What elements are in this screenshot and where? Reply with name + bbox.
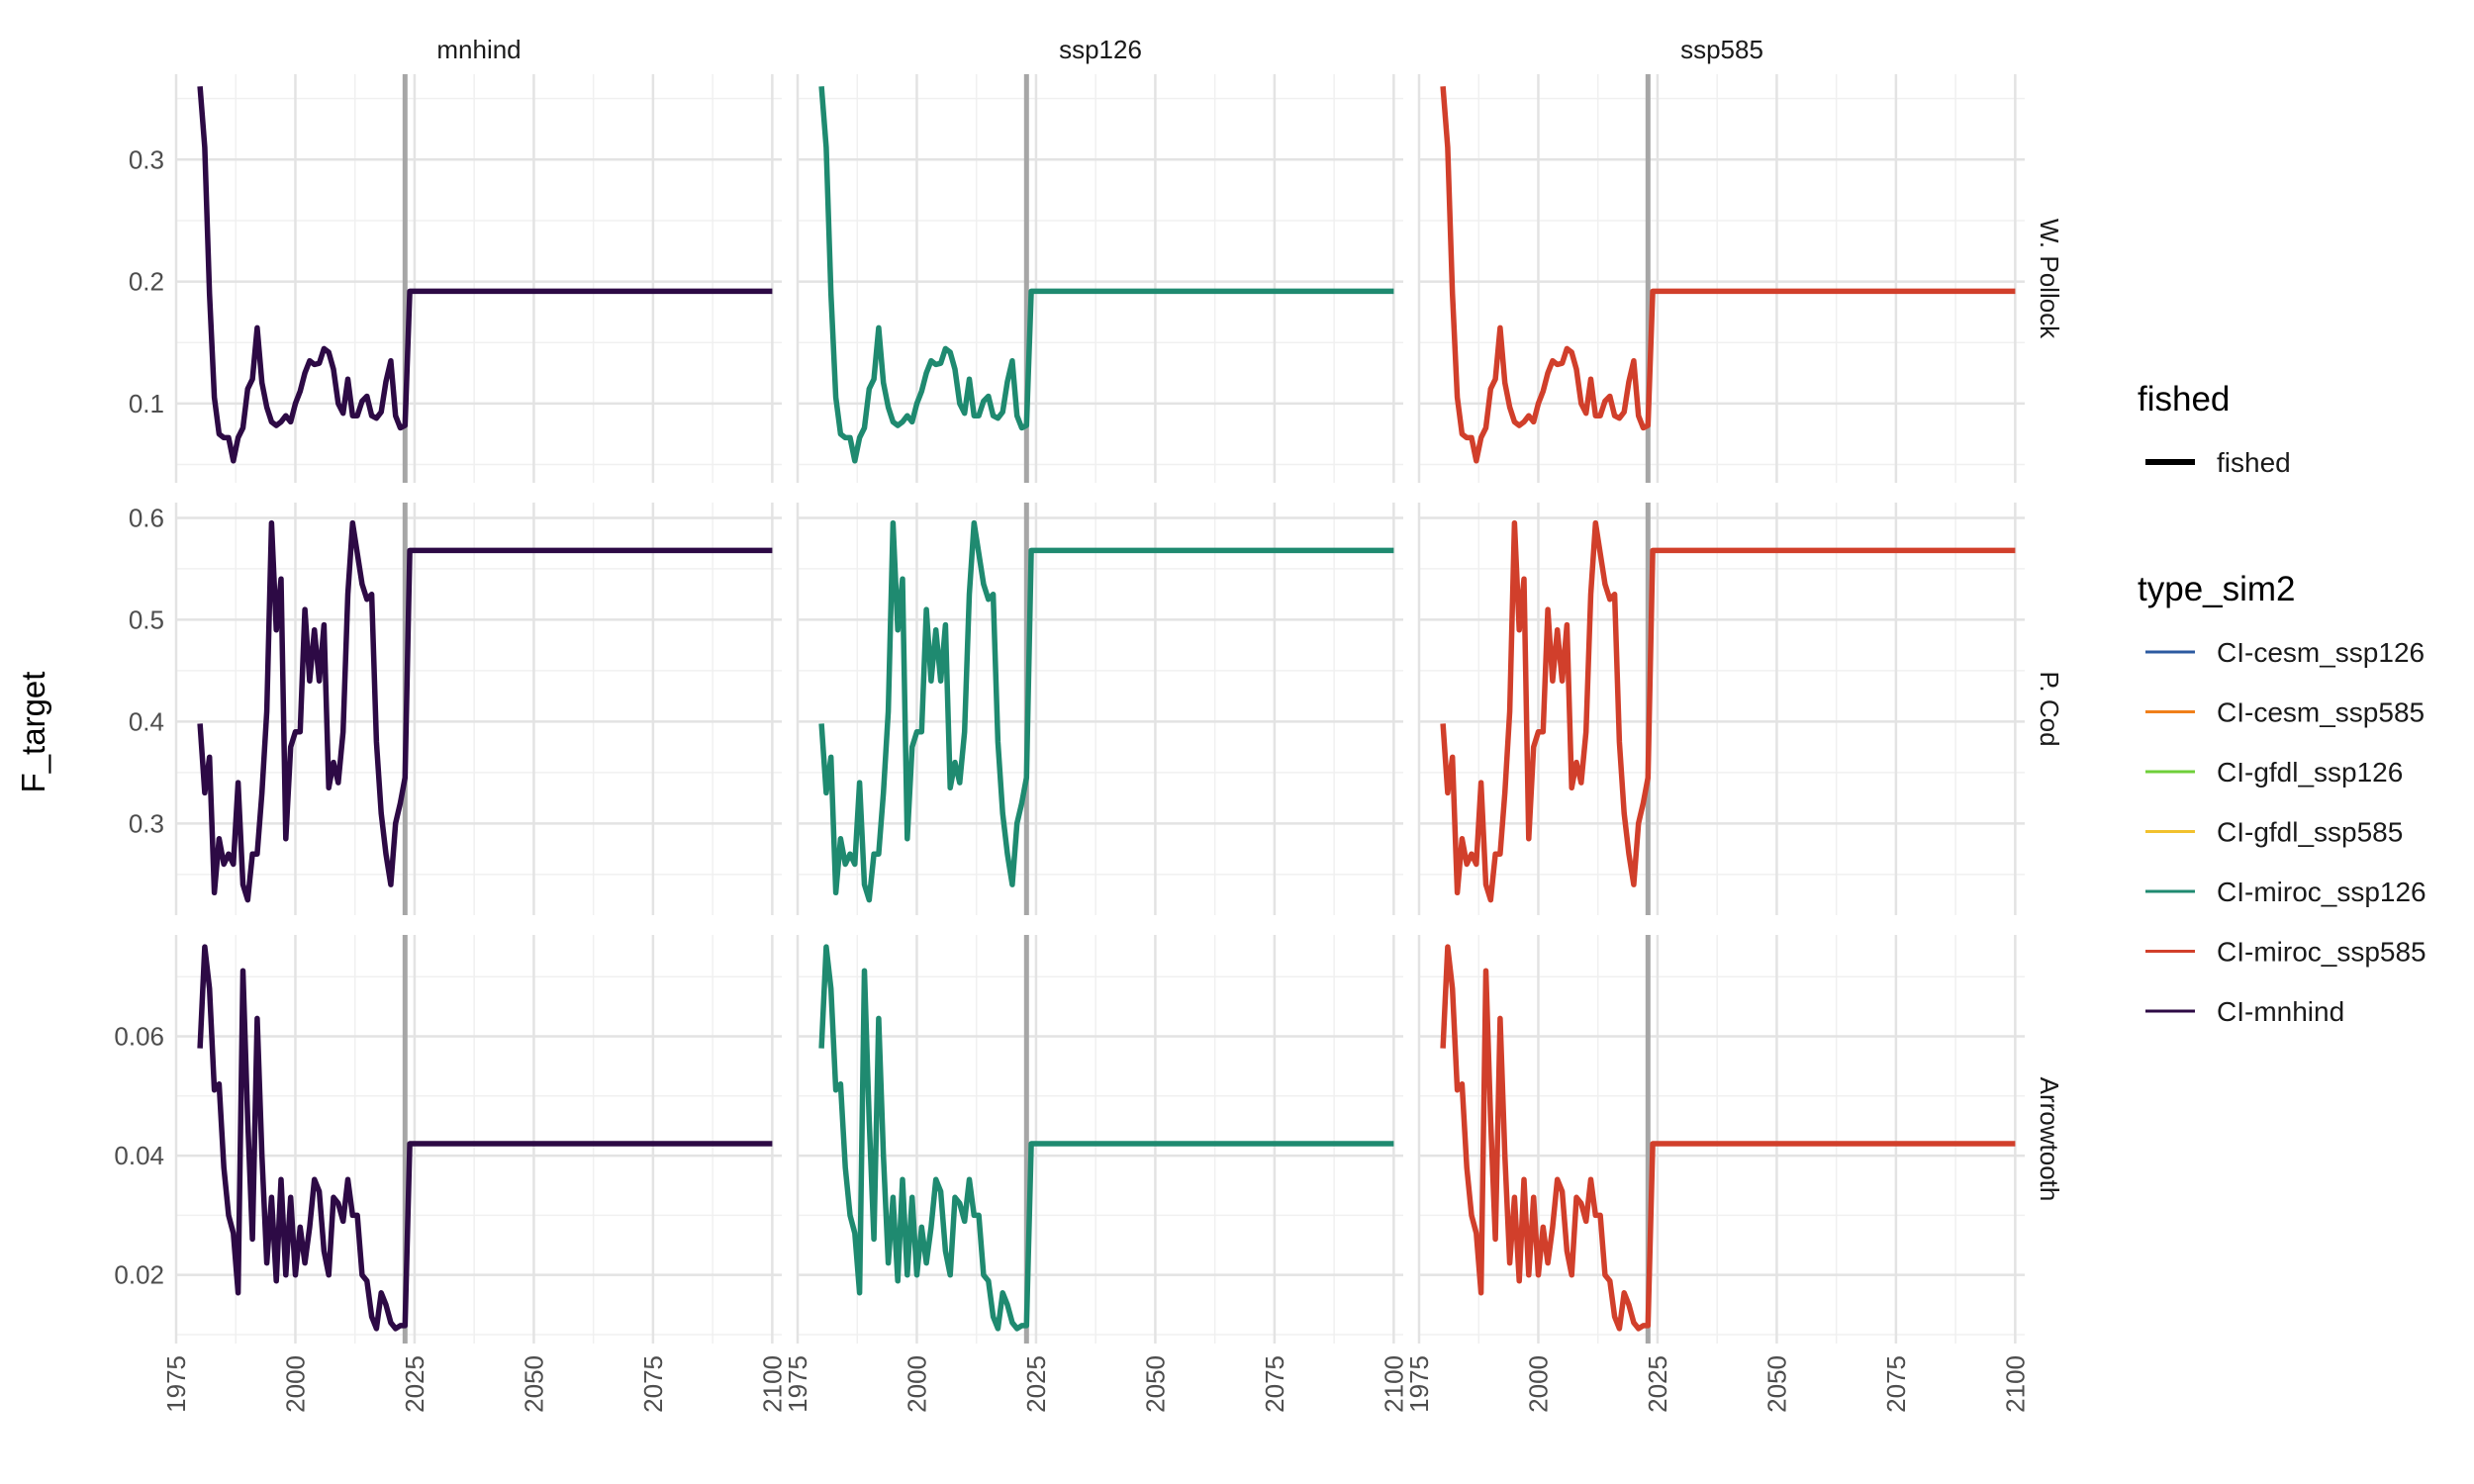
column-strip-label: ssp126 (1059, 35, 1142, 64)
panel-ssp126-2 (796, 935, 1403, 1344)
y-tick-label: 0.3 (129, 144, 164, 174)
y-axis-ticks: 0.1 0.2 0.3 0.3 0.4 0.5 0.6 0.02 0.04 0.06 (114, 144, 164, 1289)
row-strip-label: W. Pollock (2035, 219, 2064, 339)
x-tick-label: 2025 (1643, 1355, 1672, 1413)
series-line-mnhind-w-pollock (197, 86, 773, 464)
x-tick-label: 2000 (280, 1355, 310, 1413)
x-tick-label: 2050 (1140, 1355, 1170, 1413)
y-axis-title: F_target (15, 672, 51, 793)
x-tick-label: 1975 (161, 1355, 191, 1413)
row-strip-label: P. Cod (2035, 671, 2064, 746)
facet-strips: W. Pollock P. Cod Arrowtooth mnhind ssp126 ss… (436, 35, 2064, 1201)
y-tick-label: 0.02 (114, 1260, 164, 1290)
row-strip-label: Arrowtooth (2035, 1077, 2064, 1202)
x-tick-label: 2000 (1523, 1355, 1553, 1413)
panel-ssp585-0 (1417, 74, 2025, 483)
series-line-ssp126-arrowtooth (818, 944, 1394, 1332)
y-tick-label: 0.06 (114, 1021, 164, 1051)
x-tick-label: 1975 (1404, 1355, 1434, 1413)
x-tick-label: 2050 (519, 1355, 548, 1413)
x-tick-label: 2075 (1260, 1355, 1289, 1413)
y-tick-label: 0.4 (129, 706, 164, 736)
x-tick-label: 2050 (1761, 1355, 1791, 1413)
legend-label-fished: fished (2217, 447, 2291, 478)
y-tick-label: 0.5 (129, 604, 164, 634)
panel-ssp585-2 (1417, 935, 2025, 1344)
panel-mnhind-0 (174, 74, 782, 483)
x-tick-label: 2075 (1881, 1355, 1911, 1413)
legend-label-type-sim2: CI-cesm_ssp126 (2217, 637, 2425, 668)
legend-label-type-sim2: CI-gfdl_ssp126 (2217, 757, 2403, 788)
y-tick-label: 0.3 (129, 808, 164, 838)
series-line-ssp585-arrowtooth (1440, 944, 2016, 1332)
x-tick-label: 1975 (783, 1355, 812, 1413)
x-tick-label: 2025 (400, 1355, 429, 1413)
series-line-ssp585-p-cod (1440, 519, 2016, 903)
series-line-ssp585-w-pollock (1440, 86, 2016, 464)
x-tick-label: 2000 (902, 1355, 931, 1413)
panel-ssp126-0 (796, 74, 1403, 483)
x-tick-label: 2100 (757, 1355, 787, 1413)
legend-label-type-sim2: CI-mnhind (2217, 996, 2344, 1027)
legend-title-fished: fished (2138, 380, 2230, 418)
x-tick-label: 2100 (2000, 1355, 2030, 1413)
series-line-mnhind-p-cod (197, 519, 773, 903)
panel-mnhind-1 (174, 503, 782, 915)
series-line-ssp126-w-pollock (818, 86, 1394, 464)
plot-panels (174, 74, 2025, 1344)
y-tick-label: 0.2 (129, 267, 164, 297)
x-tick-label: 2100 (1379, 1355, 1408, 1413)
panel-mnhind-2 (174, 935, 782, 1344)
panel-ssp126-1 (796, 503, 1403, 915)
legend: fished fished type_sim2 CI-cesm_ssp126 CI-ce… (2138, 380, 2426, 1027)
legend-label-type-sim2: CI-cesm_ssp585 (2217, 697, 2425, 728)
y-tick-label: 0.04 (114, 1141, 164, 1170)
legend-label-type-sim2: CI-miroc_ssp585 (2217, 937, 2426, 968)
x-tick-label: 2075 (638, 1355, 668, 1413)
column-strip-label: ssp585 (1680, 35, 1763, 64)
x-tick-label: 2025 (1021, 1355, 1051, 1413)
series-line-ssp126-p-cod (818, 519, 1394, 903)
column-strip-label: mnhind (436, 35, 521, 64)
legend-label-type-sim2: CI-miroc_ssp126 (2217, 877, 2426, 907)
y-tick-label: 0.6 (129, 503, 164, 532)
series-line-mnhind-arrowtooth (197, 944, 773, 1332)
legend-title-type-sim2: type_sim2 (2138, 570, 2296, 608)
y-tick-label: 0.1 (129, 389, 164, 418)
legend-label-type-sim2: CI-gfdl_ssp585 (2217, 817, 2403, 848)
panel-ssp585-1 (1417, 503, 2025, 915)
